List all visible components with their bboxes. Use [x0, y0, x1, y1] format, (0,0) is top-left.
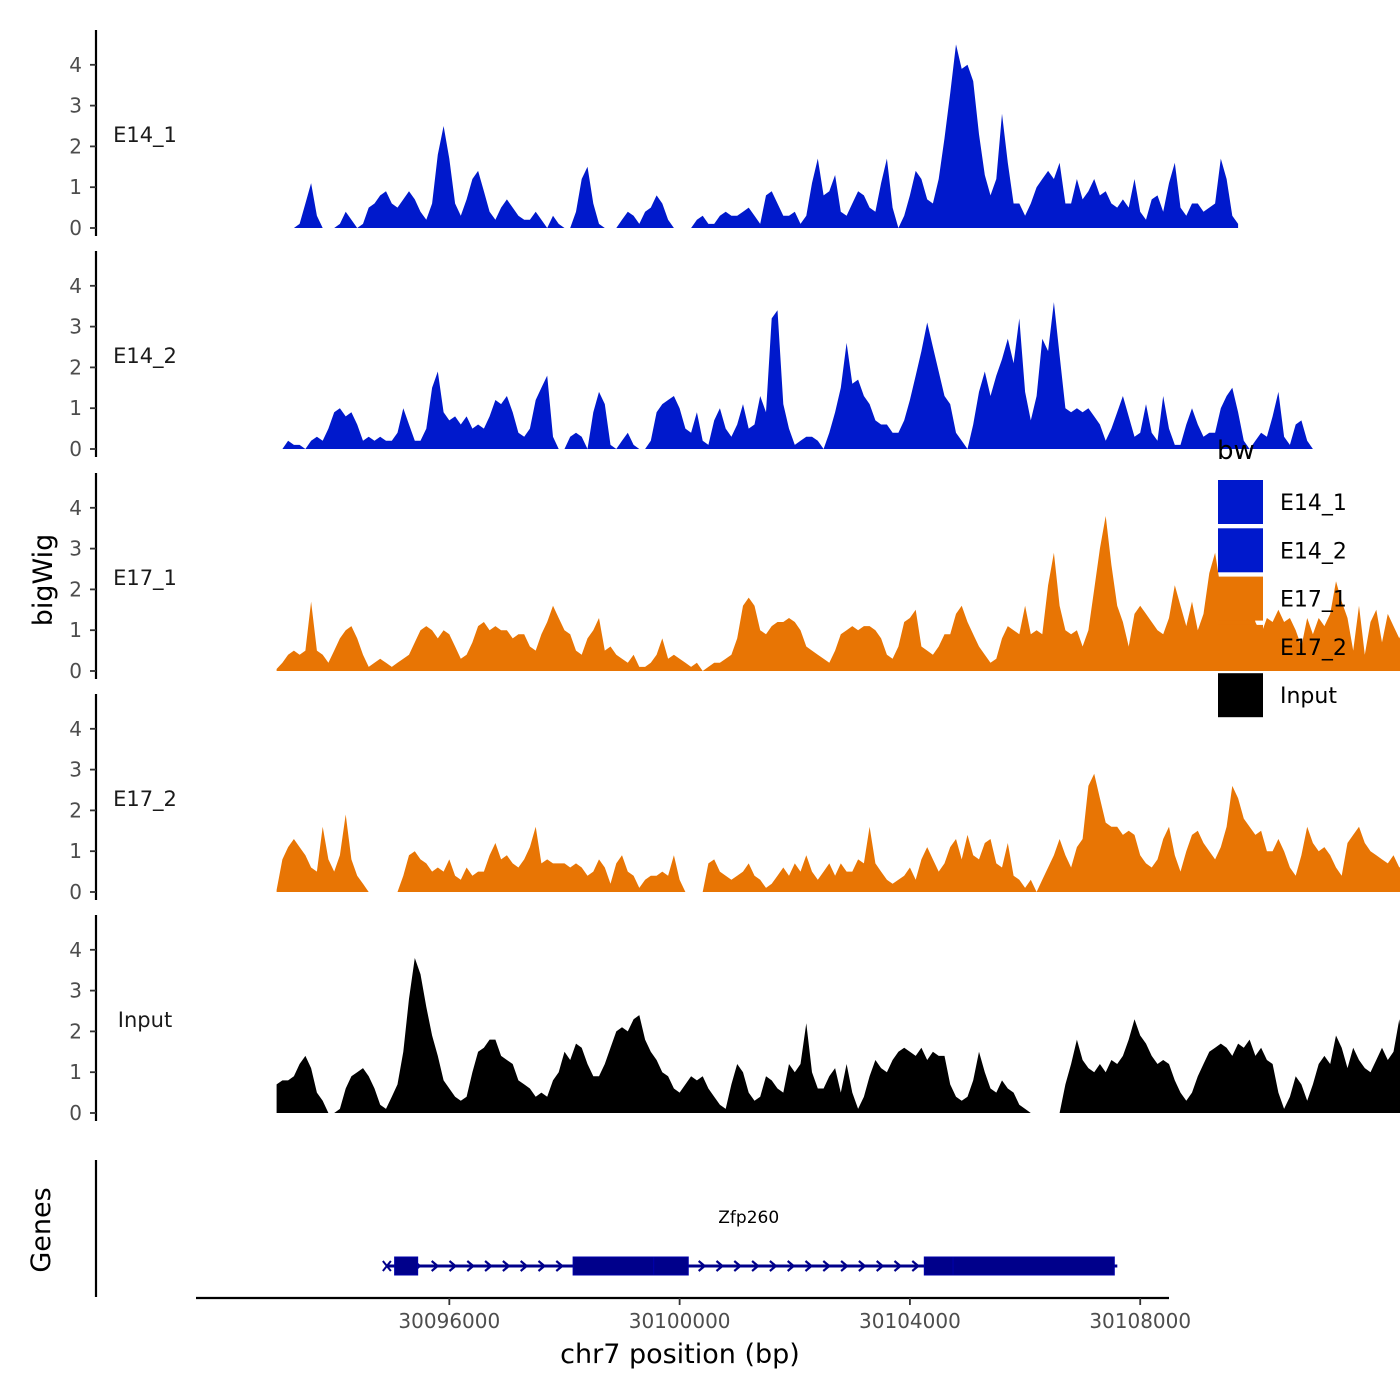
legend-label: Input: [1280, 684, 1337, 709]
strand-arrow: [466, 1260, 475, 1272]
strand-arrow: [911, 1260, 920, 1272]
gene-annotation-panel: Zfp260: [94, 1160, 1118, 1297]
coverage-area: [276, 958, 1400, 1113]
track-label: E17_1: [113, 566, 177, 591]
y-tick-label: 3: [69, 315, 82, 339]
y-tick-label: 2: [69, 134, 82, 158]
strand-arrow: [858, 1260, 867, 1272]
legend-label: E14_2: [1280, 539, 1347, 564]
y-tick-label: 0: [69, 659, 82, 683]
gene-exon: [394, 1256, 419, 1276]
y-tick-label: 2: [69, 355, 82, 379]
y-tick-label: 1: [69, 1060, 82, 1084]
y-tick-label: 4: [69, 496, 82, 520]
y-tick-label: 2: [69, 1019, 82, 1043]
x-axis: 30096000 30100000 30104000 30108000: [196, 1296, 1191, 1333]
legend-title: bw: [1217, 436, 1255, 466]
x-axis-title: chr7 position (bp): [560, 1339, 800, 1370]
strand-arrow: [484, 1260, 493, 1272]
track-label: Input: [118, 1008, 172, 1032]
strand-arrow: [804, 1260, 814, 1272]
y-tick-label: 1: [69, 618, 82, 642]
strand-arrow: [733, 1260, 742, 1272]
strand-arrow: [769, 1260, 778, 1272]
track-label: E17_2: [113, 787, 177, 812]
legend-swatch: [1218, 480, 1263, 524]
y-tick-label: 1: [69, 175, 82, 199]
track-label: E14_1: [113, 123, 177, 148]
y-tick-label: 2: [69, 577, 82, 601]
strand-arrow: [715, 1260, 725, 1272]
strand-arrow: [786, 1260, 796, 1272]
strand-arrow: [430, 1260, 440, 1272]
y-tick-label: 0: [69, 216, 82, 240]
coverage-area: [276, 516, 1400, 671]
gene-start-mark: [382, 1260, 392, 1272]
strand-arrow: [697, 1260, 707, 1272]
legend-label: E17_1: [1280, 588, 1347, 613]
x-tick-label: 30096000: [398, 1309, 500, 1333]
gene-label: Zfp260: [718, 1208, 779, 1228]
y-tick-label: 0: [69, 1101, 82, 1125]
y-tick-label: 3: [69, 758, 82, 782]
genes-panel-title: Genes: [26, 1187, 57, 1272]
coverage-area: [276, 773, 1400, 892]
track-e14-2: 0 1 2 3 4 E14_2: [69, 251, 1313, 461]
strand-arrow: [893, 1260, 903, 1272]
track-input: 0 1 2 3 4 Input: [69, 915, 1400, 1125]
y-tick-label: 0: [69, 437, 82, 461]
strand-arrow: [502, 1260, 511, 1272]
strand-arrow: [537, 1260, 547, 1272]
y-tick-label: 4: [69, 53, 82, 77]
y-tick-label: 2: [69, 798, 82, 822]
strand-arrow: [875, 1260, 885, 1272]
track-e17-2: 0 1 2 3 4 E17_2: [69, 694, 1400, 904]
strand-arrow: [555, 1260, 564, 1272]
legend: bw E14_1 E14_2 E17_1 E17_2 Input: [1217, 436, 1347, 718]
track-e14-1: 0 1 2 3 4 E14_1: [69, 30, 1239, 240]
coverage-area: [276, 44, 1239, 229]
legend-swatch: [1218, 576, 1263, 621]
y-tick-label: 3: [69, 94, 82, 118]
x-tick-label: 30108000: [1089, 1309, 1191, 1333]
y-tick-label: 4: [69, 938, 82, 962]
legend-label: E14_1: [1280, 491, 1347, 516]
strand-arrow: [822, 1260, 831, 1272]
strand-arrow: [840, 1260, 849, 1272]
legend-swatch: [1218, 528, 1263, 573]
y-tick-label: 1: [69, 839, 82, 863]
y-axis-title: bigWig: [28, 534, 59, 627]
strand-arrow: [448, 1260, 458, 1272]
y-tick-label: 3: [69, 537, 82, 561]
y-tick-label: 3: [69, 979, 82, 1003]
legend-label: E17_2: [1280, 636, 1347, 661]
gene-exon: [923, 1256, 954, 1276]
x-tick-label: 30104000: [859, 1309, 961, 1333]
strand-arrow: [751, 1260, 760, 1272]
y-tick-label: 0: [69, 880, 82, 904]
track-e17-1: 0 1 2 3 4 E17_1: [69, 473, 1400, 683]
gene-exon: [952, 1256, 1115, 1276]
coverage-area: [276, 302, 1313, 449]
strand-arrow: [519, 1260, 529, 1272]
y-tick-label: 1: [69, 396, 82, 420]
gene-exon: [653, 1256, 689, 1276]
x-tick-label: 30100000: [629, 1309, 731, 1333]
legend-swatch: [1218, 673, 1263, 718]
track-label: E14_2: [113, 344, 177, 369]
gene-exon: [572, 1256, 655, 1276]
legend-swatch: [1218, 624, 1263, 669]
y-tick-label: 4: [69, 274, 82, 298]
y-tick-label: 4: [69, 717, 82, 741]
coverage-tracks: 0 1 2 3 4 E14_1 0 1 2 3 4 E14_2 0 1 2 3 4 E17_1 0 1 2 3 4 E17_2…: [69, 30, 1400, 1125]
